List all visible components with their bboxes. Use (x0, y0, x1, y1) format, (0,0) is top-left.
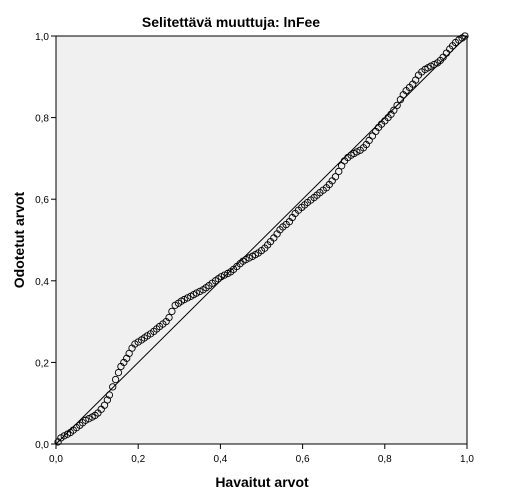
y-tick-label: 1,0 (35, 32, 49, 43)
y-tick-label: 0,0 (35, 440, 49, 451)
x-tick-label: 0,6 (296, 454, 310, 465)
y-axis: 0,0 0,2 0,4 0,6 0,8 1,0 (35, 32, 56, 451)
x-tick-label: 0,2 (131, 454, 145, 465)
data-point (105, 391, 114, 399)
x-tick-label: 0,0 (49, 454, 63, 465)
y-axis-title: Odotetut arvot (11, 191, 27, 288)
data-point (390, 106, 398, 114)
reference-line (55, 35, 468, 445)
data-point (165, 313, 173, 322)
y-tick-label: 0,4 (35, 277, 49, 288)
chart-title: Selitettävä muuttuja: lnFee (142, 14, 320, 30)
x-tick-label: 1,0 (460, 454, 474, 465)
x-axis: 0,0 0,2 0,4 0,6 0,8 1,0 (49, 444, 474, 465)
data-point (111, 375, 120, 384)
data-point (393, 101, 401, 110)
data-point (109, 383, 117, 391)
x-tick-label: 0,4 (213, 454, 227, 465)
y-tick-label: 0,2 (35, 358, 49, 369)
x-tick-label: 0,8 (378, 454, 392, 465)
data-point (461, 32, 469, 40)
reference-layer (55, 35, 468, 445)
data-point (103, 396, 112, 404)
y-tick-label: 0,8 (35, 114, 49, 125)
x-axis-title: Havaitut arvot (215, 474, 309, 490)
data-point (114, 368, 123, 377)
data-point (331, 173, 340, 181)
data-point (168, 307, 176, 316)
points-layer (54, 32, 469, 446)
data-point (335, 167, 343, 176)
y-tick-label: 0,6 (35, 195, 49, 206)
